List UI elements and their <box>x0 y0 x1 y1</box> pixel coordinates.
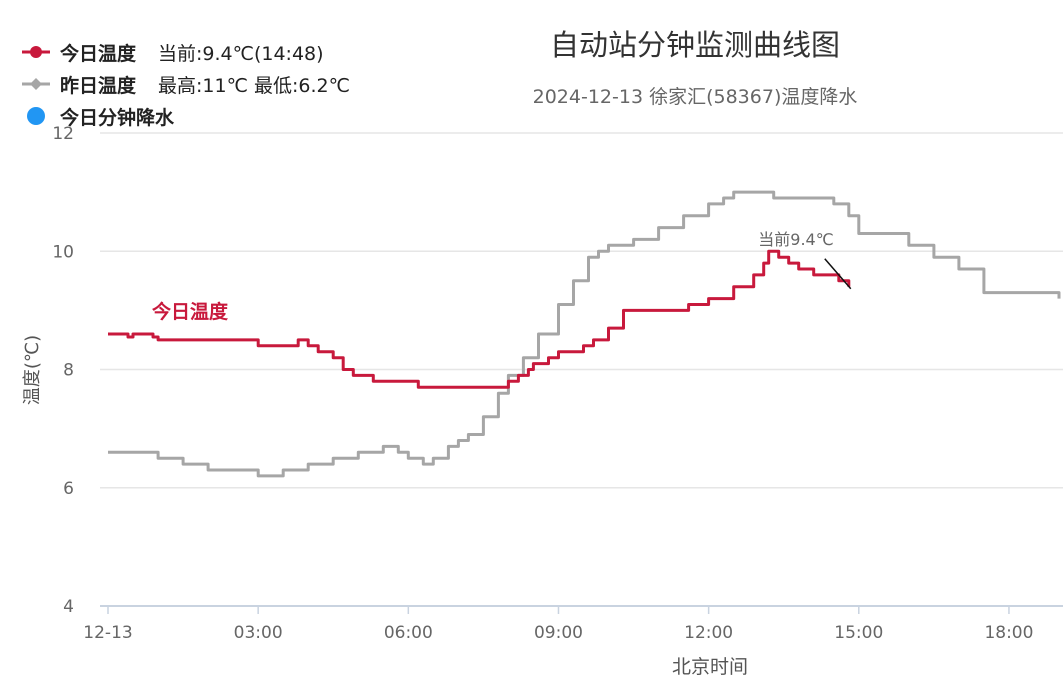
y-tick-label: 10 <box>52 242 74 262</box>
x-tick-label: 12:00 <box>684 623 733 643</box>
x-tick-labels: 12-13 03:00 06:00 09:00 12:00 15:00 18:00 <box>83 606 1033 643</box>
legend-label: 昨日温度 <box>60 74 137 97</box>
current-marker <box>824 258 852 290</box>
diamond-marker-icon <box>22 74 50 94</box>
x-tick-label: 09:00 <box>534 623 583 643</box>
legend-item-yesterday-temp[interactable]: 昨日温度 最高:11℃ 最低:6.2℃ <box>22 68 350 100</box>
legend-info: 最高:11℃ 最低:6.2℃ <box>158 74 350 97</box>
x-tick-label: 18:00 <box>984 623 1033 643</box>
y-tick-labels: 4 6 8 10 12 <box>52 124 74 617</box>
circle-marker-icon <box>22 42 50 62</box>
grid-lines <box>100 132 1063 607</box>
legend-item-minute-precip[interactable]: 今日分钟降水 <box>22 100 350 132</box>
legend-label: 今日分钟降水 <box>60 106 175 129</box>
chart-title: 自动站分钟监测曲线图 <box>549 28 840 62</box>
y-axis-label: 温度(℃) <box>22 335 43 405</box>
series-line-today[interactable] <box>108 249 851 389</box>
x-axis-label: 北京时间 <box>672 656 748 678</box>
y-tick-label: 12 <box>52 124 74 144</box>
legend: 今日温度 当前:9.4℃(14:48) 昨日温度 最高:11℃ 最低:6.2℃ … <box>22 36 350 132</box>
y-tick-label: 6 <box>63 479 74 499</box>
legend-item-today-temp[interactable]: 今日温度 当前:9.4℃(14:48) <box>22 36 350 68</box>
series-label-today: 今日温度 <box>151 300 229 323</box>
current-value-annotation: 当前9.4℃ <box>758 230 833 249</box>
x-tick-label: 06:00 <box>384 623 433 643</box>
x-tick-label: 03:00 <box>234 623 283 643</box>
series-line-yesterday[interactable] <box>108 190 1061 478</box>
x-tick-label: 12-13 <box>83 623 132 643</box>
legend-info: 当前:9.4℃(14:48) <box>158 42 324 65</box>
chart-subtitle: 2024-12-13 徐家汇(58367)温度降水 <box>532 86 858 108</box>
y-tick-label: 4 <box>63 597 74 617</box>
x-tick-label: 15:00 <box>834 623 883 643</box>
y-tick-label: 8 <box>63 361 74 381</box>
legend-label: 今日温度 <box>60 42 137 65</box>
dot-marker-icon <box>22 106 50 126</box>
series-lines <box>108 190 1061 478</box>
